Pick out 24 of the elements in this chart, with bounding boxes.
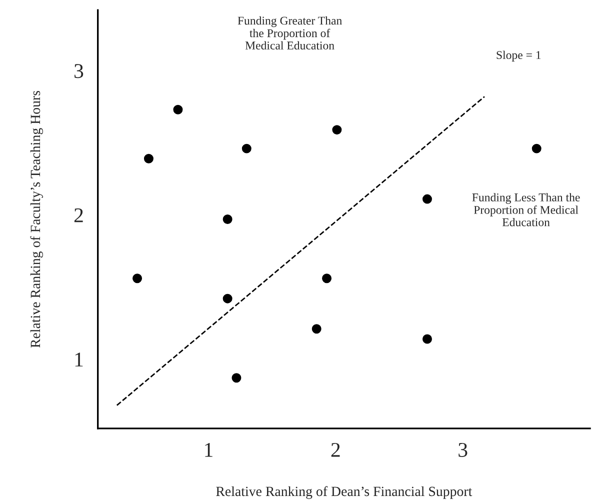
point (422, 194, 432, 204)
point (144, 154, 154, 164)
x-axis-title: Relative Ranking of Dean’s Financial Support (216, 486, 472, 499)
annotation: Slope = 1 (496, 50, 541, 62)
point (332, 125, 342, 135)
point (242, 144, 252, 154)
point (312, 324, 322, 334)
x-tick-label: 3 (458, 442, 468, 457)
point (232, 373, 242, 383)
point (532, 144, 542, 154)
y-tick-label: 2 (74, 208, 83, 222)
y-tick-label: 3 (74, 64, 84, 78)
point (222, 214, 232, 224)
annotation: Funding Less Than the Proportion of Medical Education (472, 193, 580, 226)
point (422, 334, 432, 344)
point (173, 104, 183, 114)
point (322, 274, 332, 284)
x-tick-label: 2 (331, 442, 340, 457)
x-tick-label: 1 (205, 442, 212, 457)
y-tick-label: 1 (75, 352, 83, 366)
point (222, 294, 232, 304)
annotation: Funding Greater Than the Proportion of Medical Education (238, 16, 342, 50)
y-axis-title: Relative Ranking of Faculty’s Teaching Hours (30, 90, 43, 348)
point (132, 274, 142, 284)
